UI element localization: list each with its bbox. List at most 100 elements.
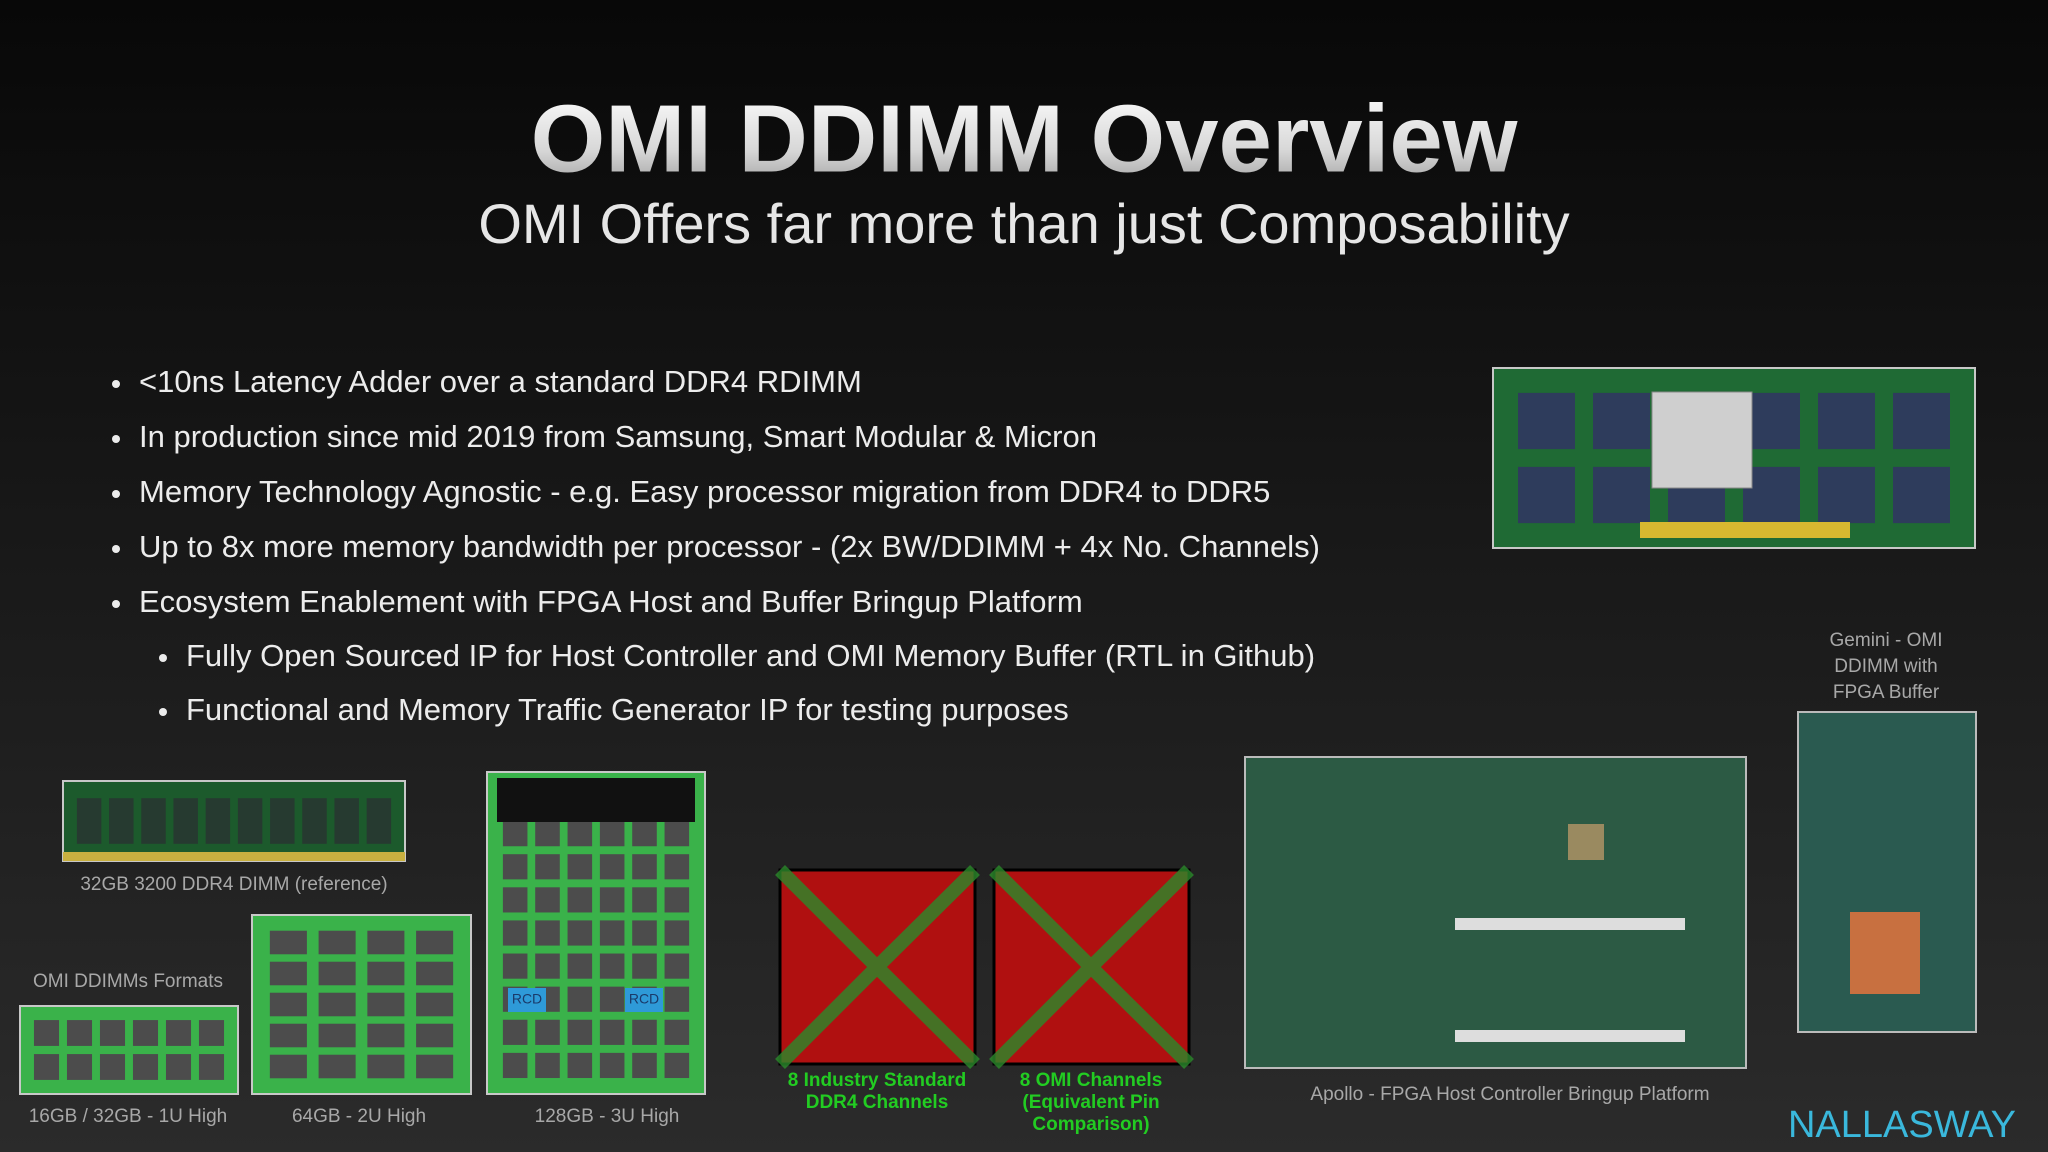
chip <box>76 798 102 844</box>
heatsink <box>1850 912 1920 994</box>
chip <box>132 1020 159 1046</box>
chip <box>599 920 625 946</box>
heatsink <box>497 778 695 822</box>
gemini-caption: DDIMM with <box>1834 656 1937 677</box>
chip <box>599 986 625 1012</box>
chip <box>664 953 690 979</box>
chip <box>632 854 657 880</box>
chip <box>1893 392 1950 450</box>
pin-caption: 8 OMI Channels <box>1020 1070 1163 1091</box>
chip <box>567 854 593 880</box>
chip <box>502 1019 528 1045</box>
pin-caption: DDR4 Channels <box>806 1092 949 1113</box>
bracket <box>1455 1030 1685 1042</box>
buffer-chip <box>1651 391 1753 489</box>
chip <box>367 930 405 955</box>
chip <box>1518 466 1575 524</box>
chip <box>416 930 454 955</box>
chip <box>318 930 356 955</box>
chip <box>632 821 657 847</box>
chip <box>269 1023 307 1048</box>
rcd-label: RCD <box>629 991 659 1007</box>
chip <box>567 887 593 913</box>
bullet-text: Fully Open Sourced IP for Host Controlle… <box>186 638 1315 673</box>
chip <box>205 798 231 844</box>
chip <box>599 821 625 847</box>
chip <box>416 1054 454 1079</box>
chip <box>632 887 657 913</box>
chip <box>502 887 528 913</box>
chip <box>173 798 198 844</box>
chip <box>165 1020 192 1046</box>
gemini-caption: FPGA Buffer <box>1833 682 1940 703</box>
chip <box>198 1054 225 1080</box>
chip <box>632 1019 657 1045</box>
chip <box>664 887 690 913</box>
logo: NALLASWAY <box>1788 1104 2016 1146</box>
bullet-dot <box>112 435 120 443</box>
chip <box>302 798 327 844</box>
chip <box>599 887 625 913</box>
bullet-dot <box>159 708 167 716</box>
chip <box>33 1054 60 1080</box>
chip <box>664 1019 690 1045</box>
subtitle: OMI Offers far more than just Composabil… <box>478 192 1569 255</box>
bracket <box>1455 918 1685 930</box>
bullet-list: <10ns Latency Adder over a standard DDR4… <box>112 364 1320 727</box>
chip <box>599 1019 625 1045</box>
chip <box>198 1020 225 1046</box>
chip <box>367 992 405 1017</box>
chip <box>664 821 690 847</box>
chip <box>416 992 454 1017</box>
bullet-text: <10ns Latency Adder over a standard DDR4… <box>139 364 862 399</box>
chip <box>502 953 528 979</box>
bullet-text: Memory Technology Agnostic - e.g. Easy p… <box>139 474 1270 509</box>
chip <box>66 1054 93 1080</box>
gold-fingers <box>63 852 405 861</box>
chip <box>1593 392 1650 450</box>
chip <box>367 961 405 986</box>
chip <box>567 1019 593 1045</box>
chip <box>318 961 356 986</box>
bullet-text: Functional and Memory Traffic Generator … <box>186 692 1069 727</box>
title: OMI DDIMM Overview <box>531 85 1518 192</box>
bullet-text: Up to 8x more memory bandwidth per proce… <box>139 529 1320 564</box>
rcd-chip <box>508 988 546 1012</box>
rcd-chip <box>625 988 663 1012</box>
caption: 64GB - 2U High <box>292 1106 426 1127</box>
chip <box>567 920 593 946</box>
pin-caption: 8 Industry Standard <box>788 1070 966 1091</box>
module-board <box>19 1005 239 1095</box>
chip <box>334 798 359 844</box>
chip <box>269 1054 307 1079</box>
bullet-dot <box>112 600 120 608</box>
chip <box>567 986 593 1012</box>
chip <box>1818 466 1875 524</box>
bullet-dot <box>159 654 167 662</box>
pin-caption: Comparison) <box>1032 1114 1149 1135</box>
chip <box>318 1023 356 1048</box>
chip <box>1818 392 1875 450</box>
chip <box>99 1020 126 1046</box>
chip <box>632 1052 657 1079</box>
fpga <box>1568 824 1604 860</box>
bullet-text: Ecosystem Enablement with FPGA Host and … <box>139 584 1083 619</box>
chip <box>567 953 593 979</box>
chip <box>269 961 307 986</box>
pin-pattern <box>989 865 1194 1069</box>
chip <box>318 992 356 1017</box>
chip <box>535 887 560 913</box>
chip <box>599 854 625 880</box>
chip <box>132 1054 159 1080</box>
chip <box>632 920 657 946</box>
chip <box>141 798 166 844</box>
caption: 16GB / 32GB - 1U High <box>29 1106 228 1127</box>
chip <box>1518 392 1575 450</box>
chip <box>502 1052 528 1079</box>
chip <box>367 1054 405 1079</box>
chip <box>535 920 560 946</box>
gold-fingers <box>1640 522 1850 538</box>
chip <box>269 992 307 1017</box>
chip <box>318 1054 356 1079</box>
